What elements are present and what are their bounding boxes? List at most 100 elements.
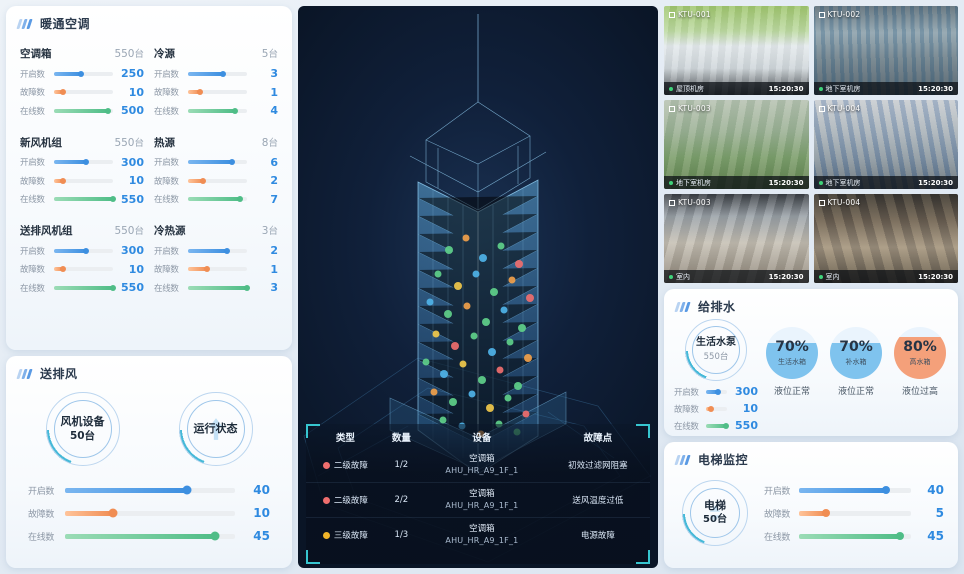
slider-track[interactable] [188,196,247,202]
slider-knob[interactable] [244,284,250,291]
slider-knob[interactable] [77,70,84,77]
slider-track[interactable] [188,284,250,291]
slider-track[interactable] [706,388,727,395]
slider-knob[interactable] [707,405,714,412]
camera-tile[interactable]: KTU-003 地下室机房 15:20:30 [664,100,809,189]
slider-track[interactable] [799,509,911,517]
slider-knob[interactable] [821,509,830,517]
slider-knob[interactable] [723,422,730,429]
slider-track[interactable] [188,247,247,254]
water-tank[interactable]: 70% 补水箱 液位正常 [828,327,884,397]
slider-knob[interactable] [104,107,111,114]
hvac-slider-online[interactable]: 在线数 550 [20,193,144,206]
camera-id-label: KTU-003 [669,198,711,207]
slider-track[interactable] [188,177,247,184]
slider-knob[interactable] [236,196,243,202]
slider-knob[interactable] [220,70,227,77]
alarm-table-row[interactable]: 二级故障 2/2 空调箱 AHU_HR_A9_1F_1 送风温度过低 [306,482,650,518]
slider-track[interactable] [54,196,116,202]
hvac-slider-fault[interactable]: 故障数 1 [154,263,278,276]
slider-track[interactable] [54,266,113,272]
water-slider-blue[interactable]: 开启数 300 [674,385,758,398]
slider-track[interactable] [188,107,247,114]
hvac-slider-online[interactable]: 在线数 4 [154,104,278,117]
building-3d-view[interactable]: 类型 数量 设备 故障点 二级故障 1/2 空调箱 AHU_HR_A9_1F_1 初效过滤网阻… [298,6,658,568]
slider-track[interactable] [706,405,727,412]
slider-knob[interactable] [60,266,67,272]
water-slider-orange[interactable]: 故障数 10 [674,402,758,415]
slider-knob[interactable] [199,177,206,184]
elevator-slider-green[interactable]: 在线数 45 [764,529,944,543]
alarm-table-row[interactable]: 二级故障 1/2 空调箱 AHU_HR_A9_1F_1 初效过滤网阻塞 [306,448,650,483]
slider-knob[interactable] [882,486,891,494]
hvac-slider-fault[interactable]: 故障数 10 [20,263,144,276]
slider-track[interactable] [188,89,247,95]
water-slider-green[interactable]: 在线数 550 [674,419,758,432]
slider-track[interactable] [54,70,113,77]
slider-track[interactable] [65,485,235,495]
slider-knob[interactable] [108,508,118,518]
slider-track[interactable] [706,422,730,429]
hvac-slider-on[interactable]: 开启数 3 [154,67,278,80]
hvac-slider-on[interactable]: 开启数 300 [20,244,144,257]
camera-tile[interactable]: KTU-004 室内 15:20:30 [813,194,958,283]
slider-track[interactable] [54,247,113,254]
hvac-slider-on[interactable]: 开启数 2 [154,244,278,257]
slider-track[interactable] [54,107,113,114]
slider-knob[interactable] [204,266,211,272]
hvac-slider-online[interactable]: 在线数 3 [154,281,278,294]
slider-knob[interactable] [223,247,230,254]
slider-knob[interactable] [110,196,116,202]
elevator-slider-orange[interactable]: 故障数 5 [764,506,944,520]
camera-tile[interactable]: KTU-004 地下室机房 15:20:30 [813,100,958,189]
slider-knob[interactable] [715,388,722,395]
camera-tile[interactable]: KTU-002 地下室机房 15:20:30 [813,6,958,95]
slider-knob[interactable] [895,532,904,540]
hvac-slider-fault[interactable]: 故障数 10 [20,86,144,99]
fan-slider-green[interactable]: 在线数 45 [28,529,270,543]
hvac-group-name: 冷热源 [154,225,186,237]
water-tank[interactable]: 80% 高水箱 液位过高 [892,327,948,397]
slider-knob[interactable] [232,107,239,114]
camera-tile[interactable]: KTU-003 室内 15:20:30 [664,194,809,283]
slider-knob[interactable] [60,89,67,95]
slider-track[interactable] [65,531,235,541]
camera-timestamp: 15:20:30 [768,84,804,93]
slider-knob[interactable] [83,247,90,254]
water-tank[interactable]: 70% 生活水箱 液位正常 [764,327,820,397]
alarm-table-row[interactable]: 三级故障 1/3 空调箱 AHU_HR_A9_1F_1 电源故障 [306,517,650,552]
slider-track[interactable] [188,159,247,165]
slider-track[interactable] [799,486,911,494]
slider-track[interactable] [54,177,113,184]
slider-knob[interactable] [83,159,90,165]
slider-track[interactable] [188,266,247,272]
slider-knob[interactable] [210,531,220,541]
fan-slider-blue[interactable]: 开启数 40 [28,483,270,497]
slider-track[interactable] [799,532,911,540]
slider-fill [54,285,113,290]
slider-knob[interactable] [229,159,236,165]
hvac-slider-online[interactable]: 在线数 500 [20,104,144,117]
hvac-slider-on[interactable]: 开启数 6 [154,156,278,169]
slider-knob[interactable] [182,485,192,495]
slider-track[interactable] [54,89,113,95]
slider-knob[interactable] [110,284,116,291]
slider-track[interactable] [54,284,116,291]
hvac-slider-fault[interactable]: 故障数 1 [154,86,278,99]
slider-knob[interactable] [60,177,67,184]
hvac-slider-online[interactable]: 在线数 550 [20,281,144,294]
slider-track[interactable] [65,508,235,518]
elevator-slider-blue[interactable]: 开启数 40 [764,483,944,497]
fan-slider-orange[interactable]: 故障数 10 [28,506,270,520]
hvac-slider-online[interactable]: 在线数 7 [154,193,278,206]
hvac-slider-fault[interactable]: 故障数 2 [154,174,278,187]
hvac-slider-fault[interactable]: 故障数 10 [20,174,144,187]
hvac-slider-on[interactable]: 开启数 250 [20,67,144,80]
hvac-slider-on[interactable]: 开启数 300 [20,156,144,169]
slider-knob[interactable] [196,89,203,95]
slider-track[interactable] [54,159,113,165]
slider-track[interactable] [188,70,247,77]
slider-value: 5 [935,506,944,520]
slider-value: 10 [128,262,144,276]
camera-tile[interactable]: KTU-001 屋顶机房 15:20:30 [664,6,809,95]
